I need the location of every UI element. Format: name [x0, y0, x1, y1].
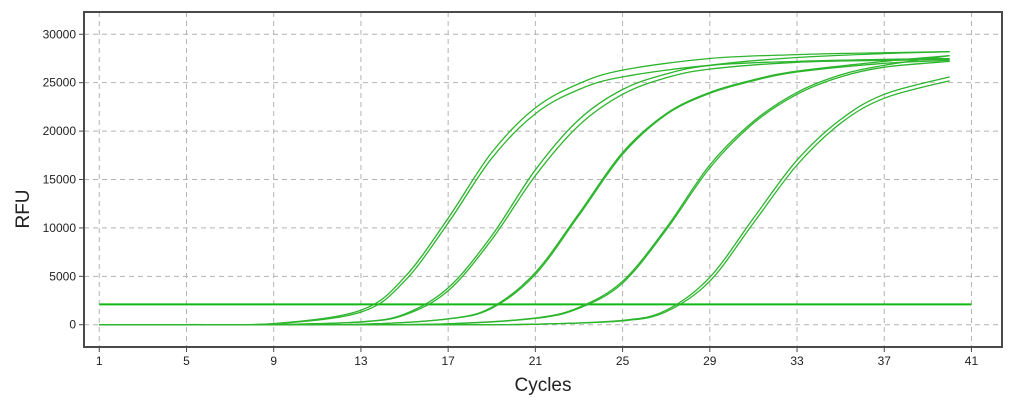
x-tick-label: 41: [965, 354, 979, 368]
x-tick-label: 33: [790, 354, 804, 368]
x-axis-title: Cycles: [514, 375, 571, 396]
y-tick-label: 25000: [43, 76, 77, 90]
x-tick-label: 37: [878, 354, 892, 368]
y-tick-label: 30000: [43, 27, 77, 41]
x-tick-label: 25: [616, 354, 630, 368]
x-tick-label: 21: [529, 354, 543, 368]
y-axis-title: RFU: [13, 189, 34, 228]
y-tick-label: 10000: [43, 221, 77, 235]
x-tick-label: 9: [270, 354, 277, 368]
grid: [84, 12, 1002, 347]
series-line-10: [99, 80, 950, 326]
x-axis-ticks: 1 5 9 13 17 21 25 29 33 37 41: [96, 347, 979, 368]
y-tick-label: 15000: [43, 173, 77, 187]
x-tick-label: 17: [441, 354, 455, 368]
x-tick-label: 1: [96, 354, 103, 368]
y-tick-label: 0: [69, 318, 76, 332]
y-axis-ticks: 0 5000 10000 15000 20000 25000 30000: [43, 27, 84, 332]
y-tick-label: 5000: [49, 269, 76, 283]
x-tick-label: 5: [183, 354, 190, 368]
x-tick-label: 29: [703, 354, 717, 368]
x-tick-label: 13: [354, 354, 368, 368]
series-line-2: [99, 57, 950, 326]
series-layer: [99, 51, 950, 326]
y-tick-label: 20000: [43, 124, 77, 138]
